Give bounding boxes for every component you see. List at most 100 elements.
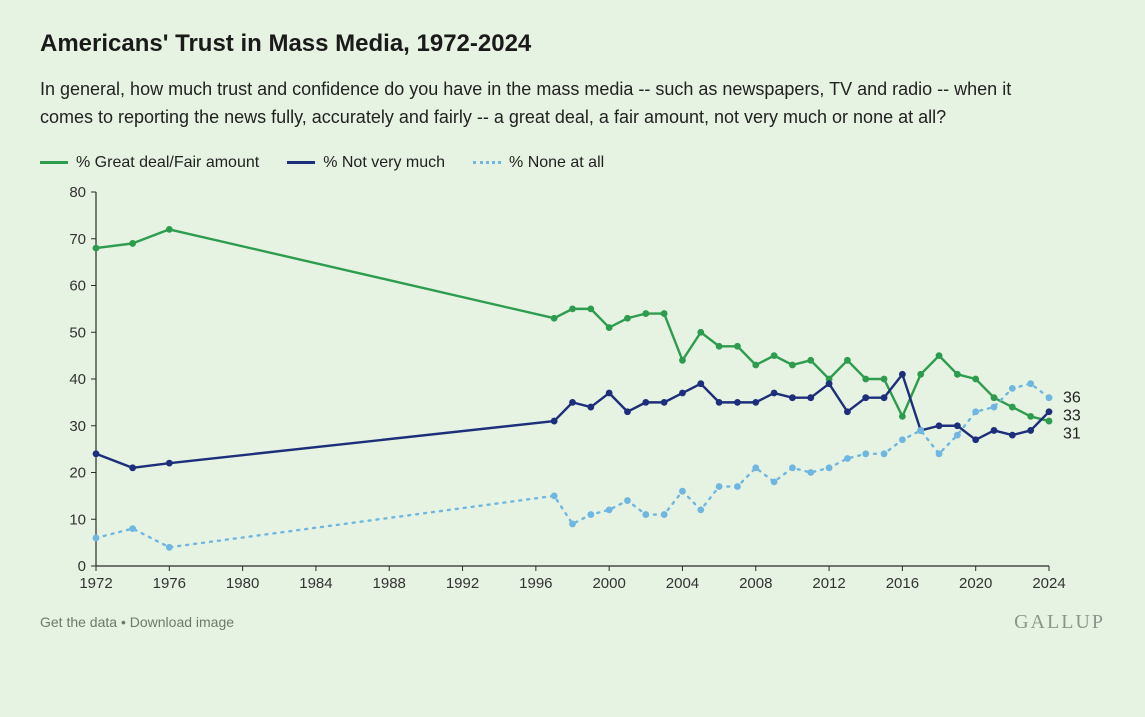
series-line-great — [96, 229, 1049, 421]
series-point-not — [1009, 431, 1016, 438]
series-point-great — [587, 305, 594, 312]
legend: % Great deal/Fair amount % Not very much… — [40, 154, 1105, 172]
series-point-not — [606, 389, 613, 396]
series-point-none — [551, 492, 558, 499]
series-point-none — [752, 464, 759, 471]
series-point-great — [166, 226, 173, 233]
svg-text:1992: 1992 — [446, 575, 479, 592]
series-point-none — [697, 506, 704, 513]
series-point-not — [954, 422, 961, 429]
series-point-none — [991, 403, 998, 410]
series-point-none — [807, 469, 814, 476]
series-point-great — [844, 357, 851, 364]
series-point-great — [679, 357, 686, 364]
series-point-none — [661, 511, 668, 518]
legend-swatch-none — [473, 161, 501, 164]
series-point-none — [789, 464, 796, 471]
series-point-not — [166, 460, 173, 467]
chart-subtitle: In general, how much trust and confidenc… — [40, 76, 1060, 132]
series-point-not — [972, 436, 979, 443]
series-point-great — [734, 343, 741, 350]
series-point-great — [771, 352, 778, 359]
series-point-none — [679, 488, 686, 495]
legend-item-none: % None at all — [473, 154, 604, 172]
series-point-none — [624, 497, 631, 504]
series-point-none — [1009, 385, 1016, 392]
series-point-not — [697, 380, 704, 387]
svg-text:2024: 2024 — [1032, 575, 1065, 592]
series-point-great — [129, 240, 136, 247]
svg-text:1972: 1972 — [79, 575, 112, 592]
series-point-great — [752, 361, 759, 368]
download-image-link[interactable]: Download image — [130, 614, 234, 630]
svg-text:1988: 1988 — [373, 575, 406, 592]
series-point-none — [587, 511, 594, 518]
series-point-not — [752, 399, 759, 406]
series-point-great — [661, 310, 668, 317]
series-point-not — [679, 389, 686, 396]
series-point-great — [1009, 403, 1016, 410]
series-point-great — [1046, 417, 1053, 424]
series-point-none — [734, 483, 741, 490]
footer-sep: • — [117, 614, 130, 630]
series-point-not — [826, 380, 833, 387]
series-point-great — [551, 315, 558, 322]
legend-item-not: % Not very much — [287, 154, 445, 172]
svg-text:2008: 2008 — [739, 575, 772, 592]
series-point-great — [917, 371, 924, 378]
series-point-great — [991, 394, 998, 401]
series-point-great — [807, 357, 814, 364]
series-point-not — [661, 399, 668, 406]
series-point-not — [551, 417, 558, 424]
svg-text:2000: 2000 — [592, 575, 625, 592]
series-point-not — [899, 371, 906, 378]
svg-text:60: 60 — [69, 277, 86, 294]
series-point-great — [954, 371, 961, 378]
series-point-not — [642, 399, 649, 406]
series-point-none — [771, 478, 778, 485]
legend-label-great: % Great deal/Fair amount — [76, 154, 259, 172]
svg-text:1996: 1996 — [519, 575, 552, 592]
series-point-none — [129, 525, 136, 532]
series-point-none — [881, 450, 888, 457]
series-point-not — [624, 408, 631, 415]
series-point-great — [972, 375, 979, 382]
series-point-great — [936, 352, 943, 359]
series-point-not — [716, 399, 723, 406]
svg-text:2012: 2012 — [812, 575, 845, 592]
end-label-none: 36 — [1063, 389, 1081, 406]
svg-text:40: 40 — [69, 371, 86, 388]
series-point-not — [936, 422, 943, 429]
svg-text:70: 70 — [69, 231, 86, 248]
svg-text:80: 80 — [69, 184, 86, 201]
series-point-not — [93, 450, 100, 457]
series-point-not — [129, 464, 136, 471]
series-point-great — [697, 329, 704, 336]
svg-text:20: 20 — [69, 464, 86, 481]
svg-text:2016: 2016 — [886, 575, 919, 592]
series-point-not — [734, 399, 741, 406]
series-point-none — [936, 450, 943, 457]
svg-text:1984: 1984 — [299, 575, 332, 592]
svg-text:10: 10 — [69, 511, 86, 528]
series-point-not — [807, 394, 814, 401]
get-data-link[interactable]: Get the data — [40, 614, 117, 630]
series-point-not — [1046, 408, 1053, 415]
series-point-none — [917, 427, 924, 434]
brand-logo: GALLUP — [1014, 611, 1105, 634]
series-point-not — [1027, 427, 1034, 434]
legend-swatch-great — [40, 161, 68, 164]
series-point-not — [862, 394, 869, 401]
line-chart: 0102030405060708019721976198019841988199… — [40, 180, 1105, 600]
svg-text:1980: 1980 — [226, 575, 259, 592]
series-point-great — [716, 343, 723, 350]
series-point-none — [716, 483, 723, 490]
series-point-not — [587, 403, 594, 410]
series-point-great — [789, 361, 796, 368]
series-point-none — [1046, 394, 1053, 401]
series-point-none — [642, 511, 649, 518]
series-point-not — [991, 427, 998, 434]
series-point-none — [972, 408, 979, 415]
series-point-not — [771, 389, 778, 396]
series-point-none — [899, 436, 906, 443]
